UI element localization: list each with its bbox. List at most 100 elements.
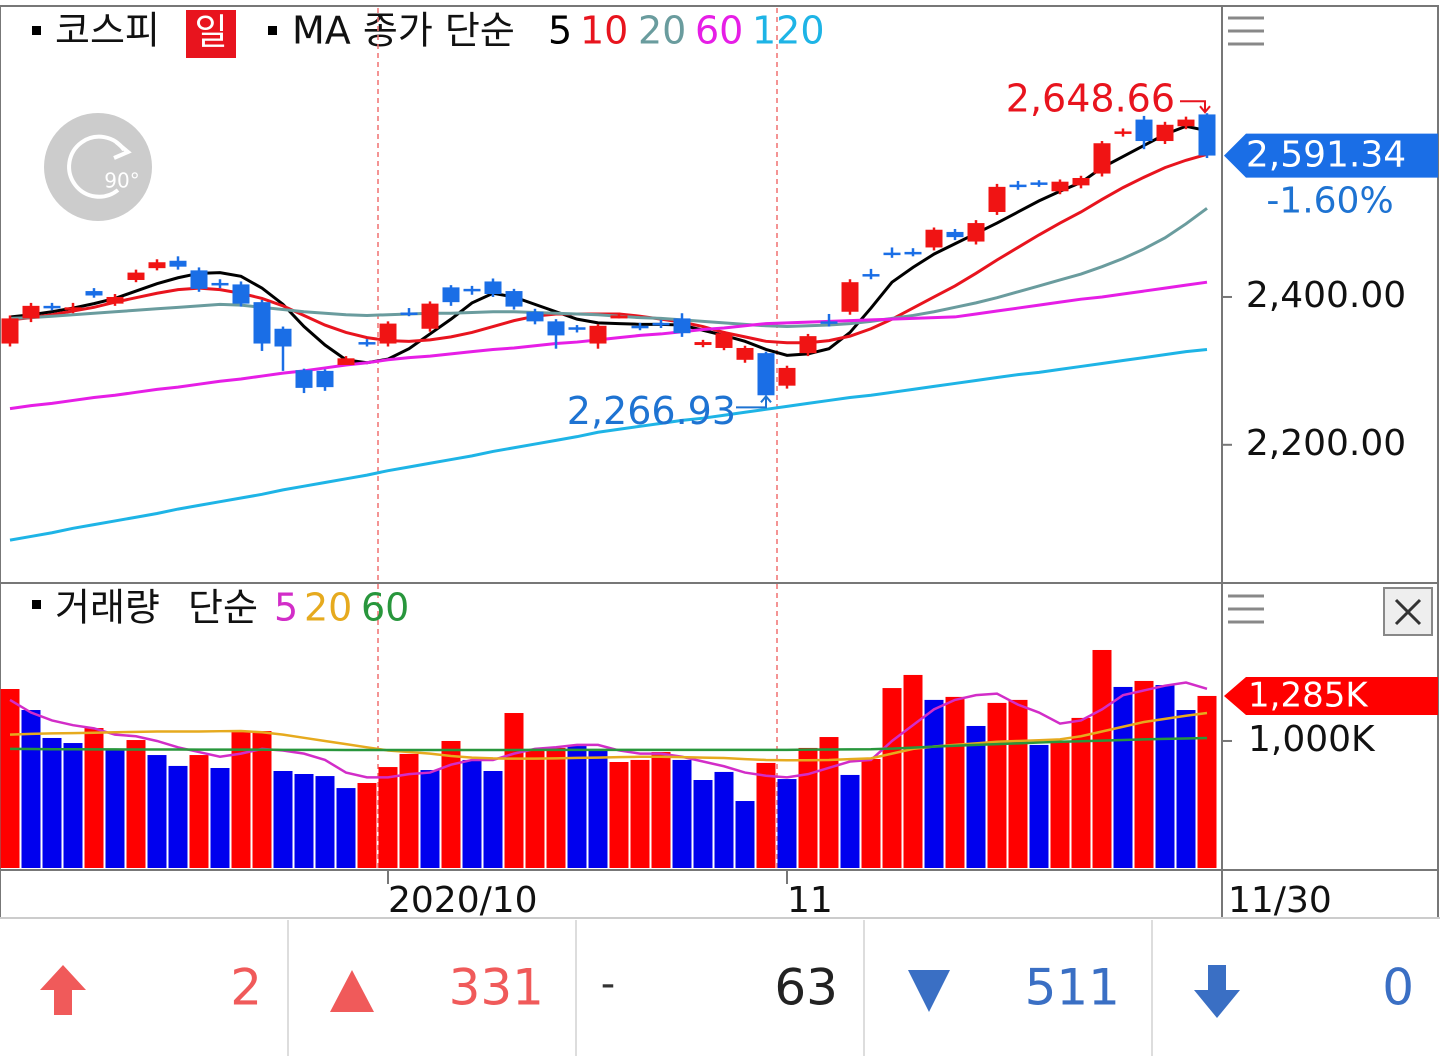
volume-bar (945, 696, 965, 868)
period-badge[interactable] (186, 10, 236, 58)
volume-bar (231, 731, 251, 868)
legend-entry: 60 (695, 9, 743, 53)
volume-bar (651, 752, 671, 868)
volume-bar (882, 688, 902, 868)
volume-bar (126, 740, 146, 868)
candle-body (631, 325, 649, 329)
volume-bar (1092, 649, 1112, 868)
candle-body (1051, 181, 1069, 192)
candle-body (400, 312, 418, 315)
volume-ma-title: 단순 (188, 586, 258, 630)
menu-icon[interactable] (1228, 16, 1264, 46)
volume-bar (42, 737, 62, 868)
lower-limit-count: 0 (1382, 959, 1414, 1017)
candle-body (1135, 119, 1153, 142)
legend-entry: 120 (752, 9, 825, 53)
volume-bar (105, 749, 125, 868)
volume-ma-line (9, 711, 1208, 762)
candle-body (1009, 184, 1027, 188)
candle-body (715, 333, 733, 348)
advancing-icon (330, 970, 374, 1012)
candle-body (820, 321, 838, 324)
low-annotation: 2,266.93 (567, 389, 736, 433)
candle-body (253, 302, 271, 344)
candle-body (463, 288, 481, 292)
volume-bar (1029, 744, 1049, 868)
y-tick-label: 2,200.00 (1246, 423, 1406, 464)
candle-body (652, 322, 670, 326)
unchanged-symbol: - (601, 961, 615, 1007)
volume-bar (0, 689, 20, 868)
legend-entry: 20 (638, 9, 686, 53)
ma-line (9, 207, 1208, 329)
volume-bar (798, 747, 818, 868)
x-tick-label: 2020/10 (388, 880, 538, 921)
volume-bar (147, 755, 167, 868)
candle-body (988, 186, 1006, 212)
candle-body (547, 321, 565, 336)
menu-icon[interactable] (1228, 594, 1264, 624)
candle-body (211, 282, 229, 286)
legend-entry: 5 (274, 586, 298, 630)
declining-count: 511 (1025, 959, 1120, 1017)
candle-body (862, 274, 880, 277)
candle-body (421, 303, 439, 329)
candle-body (148, 262, 166, 269)
period-label: 일 (194, 12, 227, 53)
candle-body (1, 318, 19, 344)
last-price-tag (1224, 133, 1438, 178)
ma-line (9, 124, 1208, 365)
volume-bar (714, 771, 734, 868)
lower-limit-icon (1194, 965, 1240, 1018)
legend-entry: 20 (304, 586, 352, 630)
volume-title: 거래량 (55, 586, 160, 630)
volume-bar (987, 702, 1007, 868)
candle-body (337, 358, 355, 365)
volume-bar (630, 759, 650, 868)
advancing-count: 331 (449, 959, 544, 1017)
candle-body (589, 325, 607, 344)
ma-line (9, 280, 1208, 411)
close-button[interactable] (1383, 587, 1433, 636)
footer-separators (287, 920, 1153, 1056)
candle-body (1030, 182, 1048, 185)
candle-body (106, 296, 124, 304)
volume-bar (1134, 680, 1154, 868)
x-tick-label: 11 (787, 880, 833, 921)
unchanged-count: 63 (774, 959, 838, 1017)
candle-body (736, 347, 754, 360)
candle-body (505, 291, 523, 307)
candle-body (274, 328, 292, 347)
volume-bar (840, 774, 860, 868)
rotate-button[interactable] (44, 113, 152, 221)
candle-body (778, 367, 796, 386)
high-arrow (1180, 100, 1211, 114)
candle-body (1198, 114, 1216, 156)
candle-body (442, 287, 460, 303)
volume-bar (924, 699, 944, 868)
volume-bar (420, 770, 440, 868)
y-tick-label: 1,000K (1248, 719, 1376, 760)
volume-bar (504, 713, 524, 868)
volume-bar (1155, 685, 1175, 868)
last-volume-tag (1224, 676, 1438, 715)
candle-body (316, 370, 334, 388)
candle-body (967, 223, 985, 242)
volume-bar (525, 749, 545, 868)
legend-bullet (32, 600, 41, 609)
high-annotation: 2,648.66 (1006, 77, 1175, 121)
legend-entry: 10 (580, 9, 628, 53)
volume-bar (441, 740, 461, 868)
candle-body (799, 336, 817, 354)
volume-bar (315, 776, 335, 868)
change-label: -1.60% (1266, 181, 1393, 222)
volume-bar (1113, 686, 1133, 868)
volume-bar (1008, 699, 1028, 868)
candle-body (568, 327, 586, 330)
x-tick-label: 11/30 (1228, 880, 1332, 921)
legend-bullet (32, 26, 41, 35)
volume-bar (672, 759, 692, 868)
volume-bar (609, 761, 629, 868)
